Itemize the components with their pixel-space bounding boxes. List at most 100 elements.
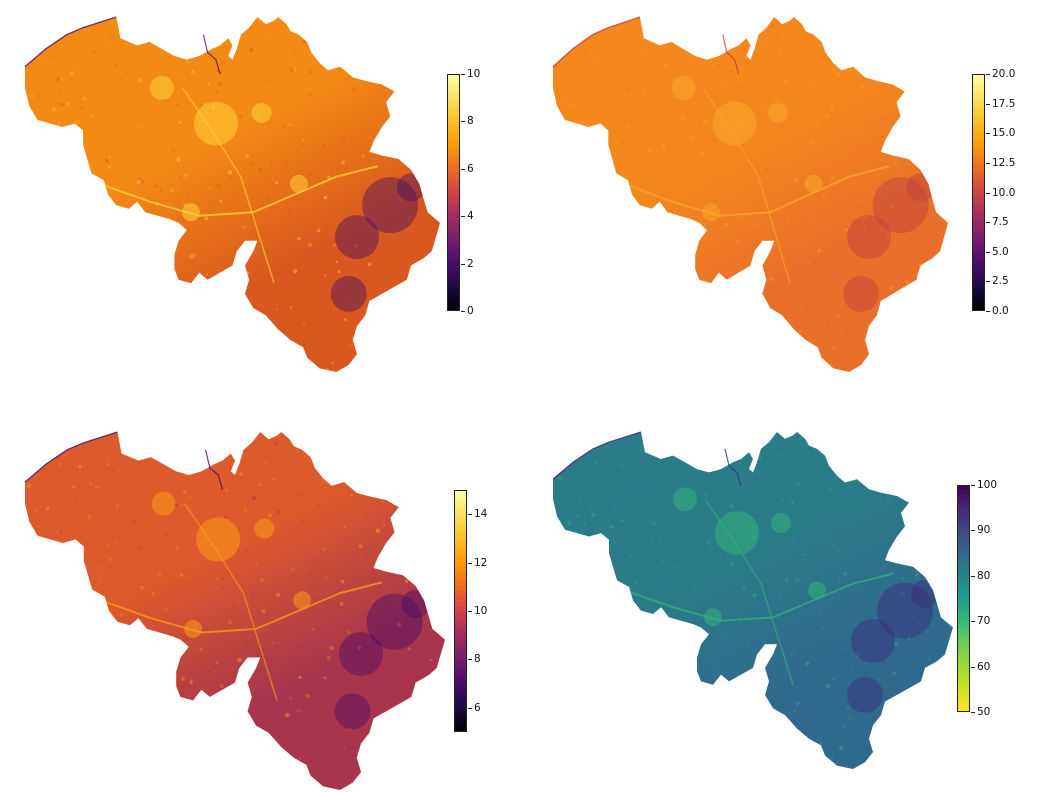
pixel-speckle	[742, 586, 747, 591]
pixel-speckle	[790, 21, 792, 24]
city-hotspot	[673, 487, 697, 512]
pixel-speckle	[361, 775, 365, 778]
pixel-speckle	[437, 41, 440, 44]
pixel-speckle	[817, 743, 823, 749]
pixel-speckle	[556, 470, 559, 473]
pixel-speckle	[581, 361, 584, 363]
pixel-speckle	[51, 205, 55, 208]
pixel-speckle	[659, 467, 663, 471]
pixel-speckle	[50, 164, 53, 167]
pixel-speckle	[311, 627, 315, 631]
pixel-speckle	[283, 160, 288, 164]
pixel-speckle	[162, 240, 166, 244]
pixel-speckle	[350, 627, 354, 632]
pixel-speckle	[217, 81, 222, 87]
coastline	[24, 431, 118, 483]
pixel-speckle	[921, 442, 923, 444]
pixel-speckle	[438, 557, 443, 562]
pixel-speckle	[100, 85, 103, 88]
pixel-speckle	[906, 443, 911, 448]
pixel-speckle	[935, 44, 939, 48]
pixel-speckle	[820, 432, 824, 434]
pixel-speckle	[695, 571, 699, 576]
pixel-speckle	[751, 436, 755, 439]
pixel-speckle	[903, 463, 907, 468]
pixel-speckle	[822, 194, 826, 198]
pixel-speckle	[97, 486, 100, 489]
pixel-speckle	[122, 755, 127, 760]
pixel-speckle	[419, 435, 422, 437]
pixel-speckle	[178, 175, 183, 180]
pixel-speckle	[179, 503, 184, 507]
pixel-speckle	[919, 121, 923, 125]
pixel-speckle	[697, 30, 701, 34]
pixel-speckle	[412, 191, 415, 193]
city-hotspot	[702, 203, 720, 222]
pixel-speckle	[160, 650, 164, 654]
pixel-speckle	[173, 239, 178, 243]
pixel-speckle	[621, 448, 624, 451]
pixel-speckle	[363, 552, 368, 557]
pixel-speckle	[366, 196, 368, 199]
pixel-speckle	[204, 216, 209, 221]
pixel-speckle	[606, 153, 610, 158]
pixel-speckle	[39, 760, 42, 762]
colorbar-tick-label: 80	[970, 569, 991, 582]
pixel-speckle	[891, 706, 895, 710]
pixel-speckle	[830, 633, 835, 638]
pixel-speckle	[159, 669, 163, 672]
pixel-speckle	[50, 121, 52, 124]
pixel-speckle	[66, 244, 70, 249]
pixel-speckle	[928, 209, 933, 214]
pixel-speckle	[739, 85, 744, 90]
pixel-speckle	[828, 724, 830, 726]
pixel-speckle	[843, 647, 847, 651]
colorbar: 0.0 2.5 5.0 7.5 10.0 12.5 15.0 17.5 20.0	[972, 68, 1032, 317]
highland-region	[396, 173, 425, 202]
pixel-speckle	[721, 580, 725, 584]
pixel-speckle	[105, 159, 109, 163]
pixel-speckle	[567, 166, 570, 170]
pixel-speckle	[568, 766, 572, 769]
pixel-speckle	[183, 77, 186, 80]
pixel-speckle	[713, 17, 718, 20]
pixel-speckle	[631, 345, 634, 349]
country-fill	[553, 432, 953, 769]
pixel-speckle	[56, 531, 60, 534]
pixel-speckle	[896, 436, 900, 440]
pixel-speckle	[701, 759, 704, 761]
pixel-speckle	[865, 46, 867, 48]
pixel-speckle	[328, 766, 332, 770]
pixel-speckle	[68, 324, 73, 328]
pixel-speckle	[784, 79, 789, 84]
pixel-speckle	[301, 150, 304, 153]
pixel-speckle	[650, 482, 655, 487]
pixel-speckle	[74, 251, 78, 255]
pixel-speckle	[570, 277, 574, 281]
pixel-speckle	[170, 470, 173, 474]
pixel-speckle	[765, 255, 768, 258]
pixel-speckle	[584, 688, 589, 693]
pixel-speckle	[305, 107, 308, 110]
pixel-speckle	[704, 673, 708, 677]
pixel-speckle	[583, 523, 587, 527]
pixel-speckle	[585, 246, 588, 248]
pixel-speckle	[247, 340, 250, 343]
pixel-speckle	[827, 558, 833, 563]
pixel-speckle	[139, 179, 144, 184]
pixel-speckle	[733, 346, 736, 349]
pixel-speckle	[356, 363, 359, 366]
pixel-speckle	[76, 651, 81, 656]
pixel-speckle	[272, 624, 277, 629]
pixel-speckle	[132, 18, 137, 23]
pixel-speckle	[32, 651, 36, 655]
pixel-speckle	[237, 601, 240, 604]
pixel-speckle	[258, 760, 263, 764]
pixel-speckle	[29, 432, 34, 435]
pixel-speckle	[816, 724, 821, 729]
pixel-speckle	[200, 635, 203, 638]
pixel-speckle	[563, 617, 568, 621]
pixel-speckle	[617, 156, 620, 160]
pixel-speckle	[111, 359, 115, 363]
pixel-speckle	[119, 640, 122, 643]
